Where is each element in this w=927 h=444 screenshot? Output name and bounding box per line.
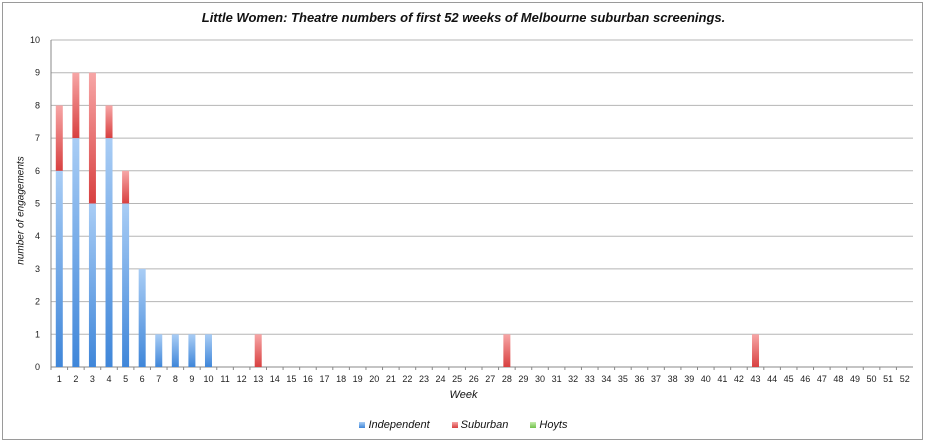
bar-independent-week-5 [122, 203, 130, 367]
bar-independent-week-1 [55, 170, 63, 367]
x-tick-label: 3 [90, 374, 95, 384]
legend-item-hoyts: Hoyts [530, 419, 568, 431]
bar-independent-week-4 [105, 138, 113, 367]
chart-legend: Independent Suburban Hoyts [0, 419, 927, 431]
bar-suburban-week-43 [752, 334, 760, 367]
x-tick-label: 29 [518, 374, 528, 384]
x-tick-label: 12 [237, 374, 247, 384]
y-tick-label: 6 [35, 166, 40, 176]
x-tick-label: 24 [436, 374, 446, 384]
x-tick-label: 7 [156, 374, 161, 384]
bar-independent-week-8 [171, 334, 179, 367]
bar-suburban-week-28 [503, 334, 511, 367]
bar-suburban-week-2 [72, 72, 80, 139]
legend-swatch [530, 422, 537, 428]
bar-independent-week-7 [155, 334, 163, 367]
legend-item-suburban: Suburban [451, 419, 509, 431]
bar-independent-week-3 [88, 203, 96, 367]
x-tick-label: 26 [469, 374, 479, 384]
x-tick-label: 37 [651, 374, 661, 384]
x-tick-label: 6 [140, 374, 145, 384]
x-tick-label: 42 [734, 374, 744, 384]
y-tick-label: 2 [35, 297, 40, 307]
x-tick-label: 50 [867, 374, 877, 384]
bar-independent-week-10 [204, 334, 212, 367]
y-tick-label: 10 [30, 35, 40, 45]
x-tick-label: 28 [502, 374, 512, 384]
y-tick-label: 4 [35, 231, 40, 241]
x-tick-label: 51 [883, 374, 893, 384]
x-tick-label: 31 [552, 374, 562, 384]
x-tick-label: 43 [751, 374, 761, 384]
x-tick-label: 17 [320, 374, 330, 384]
x-tick-label: 15 [286, 374, 296, 384]
bar-independent-week-6 [138, 268, 146, 367]
y-tick-label: 1 [35, 329, 40, 339]
x-tick-label: 47 [817, 374, 827, 384]
x-tick-label: 41 [717, 374, 727, 384]
x-tick-label: 16 [303, 374, 313, 384]
chart-title: Little Women: Theatre numbers of first 5… [201, 10, 726, 25]
x-tick-label: 32 [568, 374, 578, 384]
y-tick-label: 9 [35, 68, 40, 78]
bar-independent-week-2 [72, 138, 80, 367]
x-tick-label: 19 [353, 374, 363, 384]
x-tick-label: 1 [57, 374, 62, 384]
x-tick-label: 45 [784, 374, 794, 384]
x-tick-label: 13 [253, 374, 263, 384]
x-tick-label: 44 [767, 374, 777, 384]
x-tick-label: 30 [535, 374, 545, 384]
legend-label: Independent [368, 419, 430, 431]
x-tick-label: 5 [123, 374, 128, 384]
x-tick-label: 38 [668, 374, 678, 384]
legend-label: Suburban [460, 419, 509, 431]
bar-suburban-week-4 [105, 105, 113, 139]
x-tick-label: 11 [220, 374, 229, 384]
x-tick-label: 9 [189, 374, 194, 384]
x-tick-label: 52 [900, 374, 910, 384]
legend-swatch [359, 422, 366, 428]
y-tick-label: 8 [35, 100, 40, 110]
bar-suburban-week-13 [254, 334, 262, 367]
x-tick-label: 36 [634, 374, 644, 384]
x-tick-label: 25 [452, 374, 462, 384]
legend-label: Hoyts [539, 419, 568, 431]
x-tick-label: 18 [336, 374, 346, 384]
x-tick-label: 39 [684, 374, 694, 384]
x-tick-label: 4 [107, 374, 112, 384]
x-tick-label: 2 [73, 374, 78, 384]
x-tick-label: 8 [173, 374, 178, 384]
bar-independent-week-9 [188, 334, 196, 367]
bar-suburban-week-5 [122, 170, 130, 204]
legend-item-independent: Independent [359, 419, 430, 431]
y-tick-label: 5 [35, 199, 40, 209]
x-tick-label: 27 [485, 374, 495, 384]
x-tick-label: 34 [601, 374, 611, 384]
x-tick-label: 35 [618, 374, 628, 384]
x-tick-label: 33 [585, 374, 595, 384]
bar-suburban-week-3 [88, 72, 96, 204]
x-tick-label: 21 [386, 374, 396, 384]
x-tick-label: 14 [270, 374, 280, 384]
y-tick-label: 3 [35, 264, 40, 274]
legend-swatch [451, 422, 458, 428]
x-tick-label: 10 [203, 374, 213, 384]
x-tick-label: 20 [369, 374, 379, 384]
x-tick-label: 22 [402, 374, 412, 384]
x-tick-label: 49 [850, 374, 860, 384]
x-tick-label: 40 [701, 374, 711, 384]
y-tick-label: 0 [35, 362, 40, 372]
x-tick-label: 23 [419, 374, 429, 384]
x-axis-label: Week [449, 389, 478, 401]
x-tick-label: 48 [833, 374, 843, 384]
bar-suburban-week-1 [55, 105, 63, 171]
y-tick-label: 7 [35, 133, 40, 143]
x-tick-label: 46 [800, 374, 810, 384]
